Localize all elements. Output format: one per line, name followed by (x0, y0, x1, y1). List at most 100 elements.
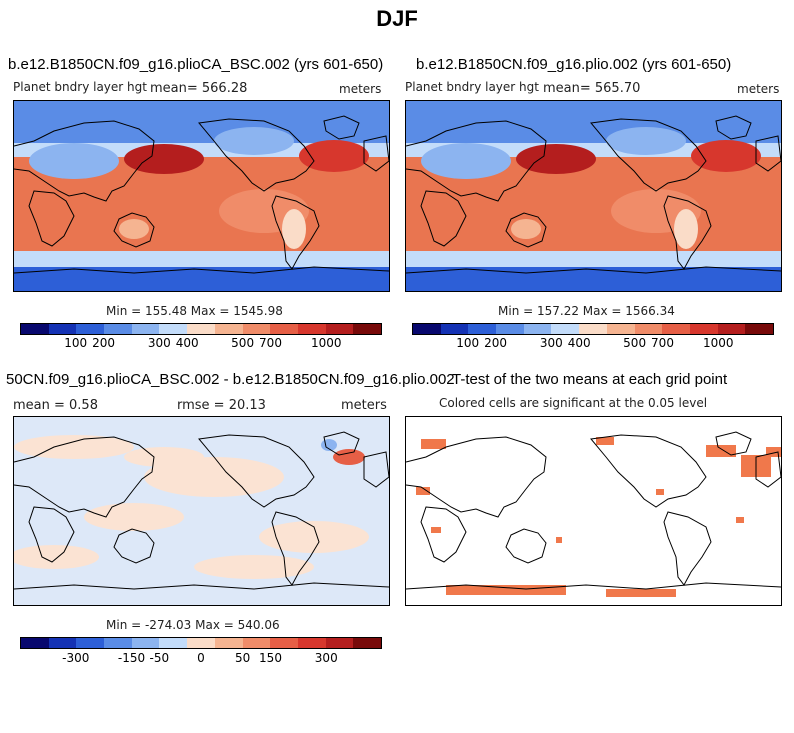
panel2-units: meters (737, 82, 780, 96)
colorbar-swatch (187, 638, 215, 648)
significant-cell (446, 585, 566, 595)
significant-cell (606, 589, 676, 597)
diff-positive-region (14, 435, 134, 459)
field-band-south (14, 267, 389, 291)
coastline (663, 195, 712, 270)
coastline (14, 436, 155, 518)
coastline (198, 118, 315, 192)
significant-cell (596, 437, 614, 445)
coastline (505, 528, 547, 564)
field-band-north (14, 101, 389, 143)
colorbar-swatch (325, 324, 354, 334)
colorbar-swatch (104, 638, 132, 648)
panel2-tick-label: 400 (567, 336, 591, 350)
field-region-samerica (674, 209, 698, 249)
panel3-map (13, 416, 390, 606)
coastline (406, 120, 547, 202)
panel1-title: b.e12.B1850CN.f09_g16.plioCA_BSC.002 (yr… (8, 56, 384, 73)
coastline (271, 195, 320, 270)
panel3-tick-label: -50 (149, 651, 170, 665)
colorbar-swatch (270, 638, 298, 648)
diff-positive-region (84, 503, 184, 531)
field-region-namerica (214, 127, 294, 155)
panel1-colorbar-ticks: 100 200 300 400 500 700 1000 (20, 336, 382, 350)
panel1-units: meters (339, 82, 382, 96)
panel2-colorbar (412, 323, 774, 335)
coastline (420, 190, 467, 247)
panel3-tick-label: -150 (117, 651, 146, 665)
coastline (715, 115, 752, 140)
diff-positive-region (14, 545, 99, 569)
field-region-australia (119, 219, 149, 239)
panel1-tick-label: 400 (175, 336, 199, 350)
colorbar-swatch (523, 324, 552, 334)
coastline (420, 506, 467, 563)
panel4-map (405, 416, 782, 606)
field-maximum-atlantic (691, 140, 761, 172)
colorbar-swatch (76, 324, 105, 334)
significant-cell (656, 489, 664, 495)
coastline (406, 436, 547, 518)
field-band-north (406, 101, 781, 143)
field-band-south-mid (406, 251, 781, 267)
field-region-australia (511, 219, 541, 239)
figure-title: DJF (376, 6, 418, 31)
colorbar-swatch (440, 324, 469, 334)
panel2-field-label: Planet bndry layer hgt (405, 80, 539, 94)
panel1-tick-label: 100 (64, 336, 88, 350)
panel3-difference-plot (14, 417, 389, 605)
panel2-tick-label: 1000 (702, 336, 734, 350)
panel1-tick-label: 1000 (310, 336, 342, 350)
panel1-mean: mean= 566.28 (150, 81, 248, 96)
coastline (715, 431, 752, 456)
coastline (663, 511, 712, 586)
colorbar-swatch (297, 324, 326, 334)
coastline (198, 434, 315, 508)
colorbar-swatch (606, 324, 635, 334)
panel4-title: T-test of the two means at each grid poi… (452, 371, 728, 388)
field-maximum-pacific (516, 144, 596, 174)
diff-maximum (333, 449, 365, 465)
colorbar-swatch (662, 324, 690, 334)
colorbar-swatch (745, 324, 773, 334)
panel1-map (13, 100, 390, 292)
colorbar-swatch (325, 638, 354, 648)
diff-positive-region (259, 521, 369, 553)
colorbar-swatch (48, 638, 77, 648)
colorbar-swatch (551, 324, 580, 334)
panel2-tick-label: 100 (456, 336, 480, 350)
coastline (755, 451, 781, 488)
panel3-colorbar-ticks: -300 -150 -50 0 50 150 300 (20, 651, 382, 665)
field-region-samerica (282, 209, 306, 249)
coastline (363, 135, 389, 172)
significant-cell (766, 447, 781, 457)
panel3-title: 50CN.f09_g16.plioCA_BSC.002 - b.e12.B185… (6, 371, 455, 388)
panel3-tick-label: 300 (314, 651, 338, 665)
panel3-mean: mean = 0.58 (13, 398, 98, 413)
panel4-significance-plot (406, 431, 781, 597)
panel2-title: b.e12.B1850CN.f09_g16.plio.002 (yrs 601-… (416, 56, 732, 73)
colorbar-swatch (689, 324, 718, 334)
panel1-colorbar (20, 323, 382, 335)
coastline (14, 582, 389, 590)
coastline (406, 266, 781, 274)
colorbar-swatch (159, 638, 188, 648)
colorbar-swatch (496, 324, 524, 334)
coastline (590, 118, 707, 192)
coastline (755, 135, 781, 172)
colorbar-swatch (214, 324, 243, 334)
significant-cell (431, 527, 441, 533)
panel2-tick-label: 300 (539, 336, 563, 350)
panel1-tick-label: 500 (231, 336, 255, 350)
coastline (14, 120, 155, 202)
panel3-tick-label: 50 (234, 651, 251, 665)
panel3-colorbar (20, 637, 382, 649)
panel1-field-label: Planet bndry layer hgt (13, 80, 147, 94)
significant-cell (421, 439, 446, 449)
panel1-tick-label: 300 (147, 336, 171, 350)
panel2-minmax: Min = 157.22 Max = 1566.34 (498, 304, 675, 318)
colorbar-swatch (159, 324, 188, 334)
field-band-south (406, 267, 781, 291)
panel3-minmax: Min = -274.03 Max = 540.06 (106, 618, 280, 632)
colorbar-swatch (297, 638, 326, 648)
